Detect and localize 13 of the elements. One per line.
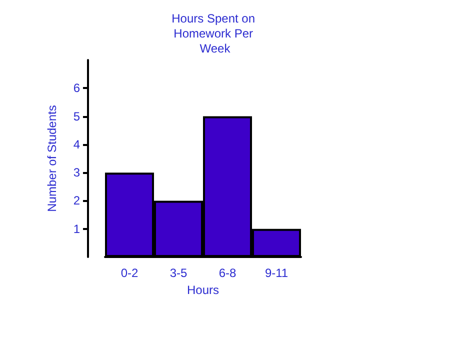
y-axis-title: Number of Students bbox=[45, 105, 59, 212]
y-tick-label: 2 bbox=[73, 194, 80, 208]
x-tick-label: 3-5 bbox=[170, 266, 188, 280]
x-tick-label: 0-2 bbox=[120, 266, 138, 280]
y-tick-label: 6 bbox=[73, 81, 80, 96]
y-tick-label: 5 bbox=[73, 109, 80, 124]
x-tick-label: 6-8 bbox=[218, 266, 236, 280]
x-axis-title: Hours bbox=[186, 282, 220, 297]
y-tick-label: 3 bbox=[73, 166, 80, 180]
x-tick-label: 9-11 bbox=[264, 266, 288, 280]
y-tick-label: 4 bbox=[73, 137, 80, 152]
y-tick-label: 1 bbox=[73, 222, 80, 236]
chart-title: Hours Spent on Homework Per Week bbox=[172, 12, 258, 56]
